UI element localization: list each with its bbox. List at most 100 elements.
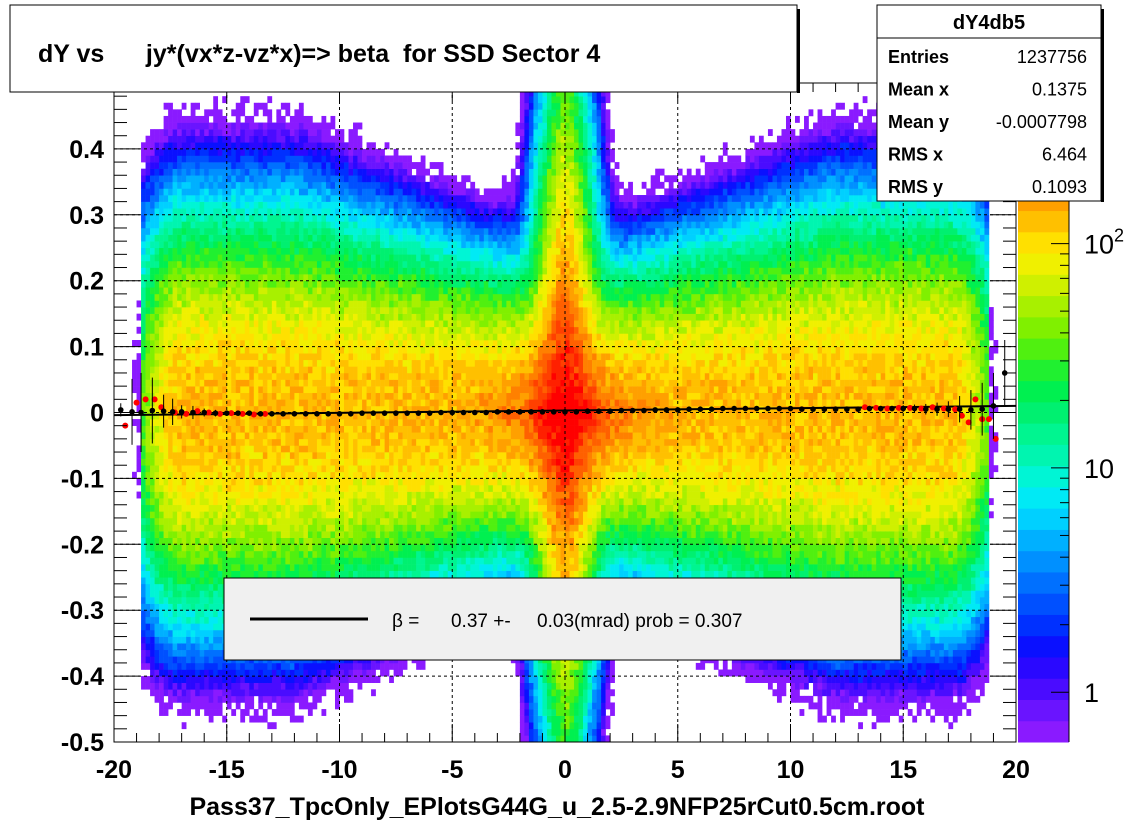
heatmap-cell [222,676,228,683]
heatmap-cell [181,709,187,716]
heatmap-cell [249,517,255,525]
heatmap-cell [231,524,237,532]
heatmap-cell [136,359,142,367]
heatmap-cell [276,201,282,209]
heatmap-cell [186,300,191,308]
heatmap-cell [244,504,250,512]
heatmap-cell [204,458,210,466]
heatmap-cell [253,386,259,394]
heatmap-cell [312,122,318,130]
heatmap-cell [262,109,268,117]
heatmap-cell [366,274,372,281]
heatmap-cell [339,326,345,334]
heatmap-cell [249,531,255,539]
heatmap-cell [163,307,169,314]
heatmap-cell [294,471,300,479]
heatmap-cell [199,623,205,631]
heatmap-cell [253,478,259,486]
heatmap-cell [280,682,286,690]
heatmap-cell [316,438,322,446]
heatmap-cell [321,379,327,387]
heatmap-cell [362,676,367,683]
heatmap-cell [330,445,336,453]
heatmap-cell [348,544,354,552]
heatmap-cell [362,293,367,301]
heatmap-cell [231,274,237,281]
heatmap-cell [380,504,385,512]
heatmap-cell [186,274,191,281]
heatmap-cell [150,260,155,268]
heatmap-cell [217,379,223,387]
heatmap-cell [208,616,214,624]
heatmap-cell [276,676,282,683]
heatmap-cell [159,412,164,420]
heatmap-cell [181,313,187,321]
heatmap-cell [240,221,246,229]
heatmap-cell [244,702,250,710]
heatmap-cell [362,241,367,249]
heatmap-cell [312,392,318,400]
heatmap-cell [312,340,318,347]
heatmap-cell [312,689,318,697]
heatmap-cell [235,115,241,123]
heatmap-cell [371,280,376,288]
heatmap-cell [181,478,187,486]
heatmap-cell [380,293,385,301]
heatmap-cell [321,227,327,235]
heatmap-cell [307,359,313,367]
heatmap-cell [231,195,237,202]
heatmap-cell [190,458,196,466]
heatmap-cell [177,372,182,380]
heatmap-cell [371,491,376,499]
heatmap-cell [389,313,394,321]
heatmap-cell [389,188,394,196]
heatmap-cell [177,537,182,545]
heatmap-cell [362,438,367,446]
heatmap-cell [344,208,349,216]
heatmap-cell [325,201,331,209]
heatmap-cell [208,471,214,479]
heatmap-cell [235,478,241,486]
heatmap-cell [244,537,250,545]
heatmap-cell [303,557,309,565]
heatmap-cell [325,557,331,565]
heatmap-cell [366,438,372,446]
heatmap-cell [244,471,250,479]
heatmap-cell [330,524,336,532]
heatmap-cell [307,366,313,374]
heatmap-cell [177,300,182,308]
heatmap-cell [289,537,295,545]
heatmap-cell [262,564,268,571]
heatmap-cell [141,201,146,209]
heatmap-cell [163,511,169,519]
heatmap-cell [380,155,385,163]
heatmap-cell [213,544,219,552]
heatmap-cell [285,162,291,169]
heatmap-cell [280,135,286,143]
heatmap-cell [213,300,219,308]
heatmap-cell [271,399,277,407]
heatmap-cell [321,254,327,262]
heatmap-cell [321,452,327,459]
heatmap-cell [285,267,291,275]
heatmap-cell [186,280,191,288]
heatmap-cell [226,346,232,354]
heatmap-cell [199,471,205,479]
heatmap-cell [371,247,376,255]
heatmap-cell [271,557,277,565]
heatmap-cell [312,557,318,565]
heatmap-cell [330,419,336,426]
heatmap-cell [168,287,173,295]
heatmap-cell [371,214,376,222]
heatmap-cell [204,241,210,249]
heatmap-cell [289,247,295,255]
heatmap-cell [271,267,277,275]
heatmap-cell [276,425,282,433]
heatmap-cell [298,669,304,677]
heatmap-cell [172,280,178,288]
heatmap-cell [348,214,354,222]
heatmap-cell [285,709,291,716]
heatmap-cell [339,300,345,308]
heatmap-cell [177,135,182,143]
heatmap-cell [339,564,345,571]
